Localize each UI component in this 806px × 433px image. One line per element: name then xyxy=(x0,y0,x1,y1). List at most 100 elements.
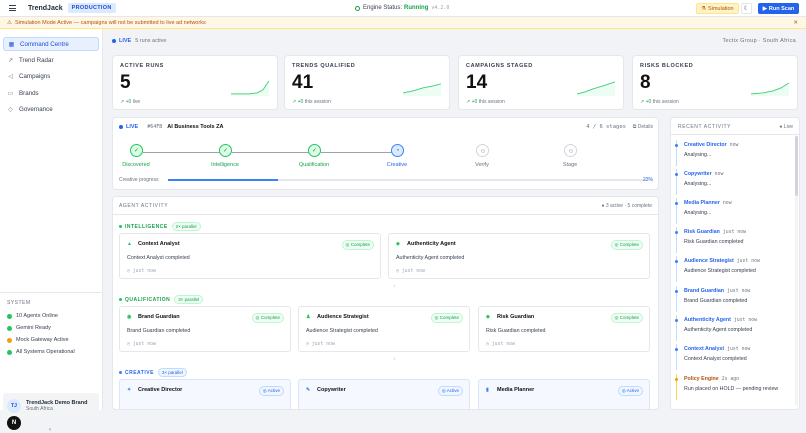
stage-node-stage[interactable] xyxy=(564,144,577,157)
details-link[interactable]: ⧉ Details xyxy=(632,124,653,130)
agent-card-risk-guardian[interactable]: ◆ Risk Guardian ◎ Complete Risk Guardian … xyxy=(478,306,650,352)
agent-card-media-planner[interactable]: ▮ Media Planner ◎ Active xyxy=(478,379,650,409)
pending-icon xyxy=(480,148,485,153)
activity-item[interactable]: Creative Director now Analysing... xyxy=(674,140,794,166)
stage-node-verify[interactable] xyxy=(476,144,489,157)
main-content: LIVE 5 runs active Tectix Group · South … xyxy=(103,29,806,410)
theme-toggle-button[interactable]: ☾ xyxy=(741,3,752,14)
stage-node-intelligence[interactable]: ✓ xyxy=(219,144,232,157)
progress-label: Creative progress xyxy=(119,177,159,183)
agent-time-text: just now xyxy=(401,269,425,274)
check-icon: ✓ xyxy=(222,148,229,154)
stat-delta-suffix: this session xyxy=(652,99,679,105)
activity-dot-icon xyxy=(674,173,678,176)
stat-delta-suffix: live xyxy=(132,99,141,105)
progress-percent: 23% xyxy=(642,177,653,183)
agent-time-text: just now xyxy=(132,342,156,347)
activity-agent: Policy Engine xyxy=(684,376,719,382)
stage-node-creative[interactable]: ◔ xyxy=(391,144,404,157)
sidebar-item-campaigns[interactable]: ◁ Campaigns xyxy=(3,69,99,83)
stage-node-qualification[interactable]: ✓ xyxy=(308,144,321,157)
section-creative: CREATIVE 3× parallel xyxy=(119,368,187,377)
agent-card-creative-director[interactable]: ✦ Creative Director ◎ Active xyxy=(119,379,291,409)
check-icon: ✓ xyxy=(133,148,140,154)
activity-time: just now xyxy=(727,346,751,352)
agent-activity-status-text: 3 active · 5 complete xyxy=(605,203,652,209)
parallel-badge: 3× parallel xyxy=(157,368,187,377)
stat-delta-suffix: this session xyxy=(304,99,331,105)
system-status-text: 10 Agents Online xyxy=(16,313,58,319)
agent-activity-status: ● 3 active · 5 complete xyxy=(601,203,652,209)
stage-connector xyxy=(321,152,395,153)
environment-badge: PRODUCTION xyxy=(67,3,116,13)
status-badge: ◎ Active xyxy=(258,386,284,396)
pen-icon: ✎ xyxy=(306,387,311,393)
activity-text: Run placed on HOLD — pending review xyxy=(684,386,779,392)
system-status-text: Mock Gateway Active xyxy=(16,337,69,343)
moon-icon: ☾ xyxy=(743,6,750,12)
agent-icon: ◉ xyxy=(127,314,132,320)
simulation-button[interactable]: ⚗ Simulation xyxy=(696,3,739,14)
collapse-sidebar-icon[interactable]: ‹ xyxy=(49,427,51,433)
tag-icon: ▭ xyxy=(7,90,14,97)
agent-name: Media Planner xyxy=(497,387,535,393)
section-title: QUALIFICATION xyxy=(125,296,171,303)
agent-card-context-analyst[interactable]: ▲ Context Analyst ◎ Complete Context Anal… xyxy=(119,233,381,279)
activity-item[interactable]: Audience Strategist just now Audience Stra… xyxy=(674,256,794,282)
user-avatar[interactable]: N xyxy=(7,416,21,430)
activity-item[interactable]: Brand Guardian just now Brand Guardian com… xyxy=(674,286,794,312)
stage-label: Verify xyxy=(475,162,489,168)
run-scan-label: Run Scan xyxy=(768,5,795,12)
sidebar-item-label: Brands xyxy=(19,89,39,97)
activity-item[interactable]: Authenticity Agent just now Authenticity A… xyxy=(674,315,794,341)
system-status-item: 10 Agents Online xyxy=(7,313,58,319)
activity-item[interactable]: Context Analyst just now Context Analyst c… xyxy=(674,344,794,370)
agent-card-authenticity-agent[interactable]: ◈ Authenticity Agent ◎ Complete Authentic… xyxy=(388,233,650,279)
agent-summary: Authenticity Agent completed xyxy=(396,255,465,261)
org-label: Tectix Group · South Africa xyxy=(722,38,796,44)
stage-node-discovered[interactable]: ✓ xyxy=(130,144,143,157)
activity-item[interactable]: Copywriter now Analysing... xyxy=(674,169,794,195)
shield-icon: ◇ xyxy=(8,106,13,113)
clock-icon: ◔ xyxy=(395,147,400,154)
agent-card-brand-guardian[interactable]: ◉ Brand Guardian ◎ Complete Brand Guardia… xyxy=(119,306,291,352)
sidebar-item-brands[interactable]: ▭ Brands xyxy=(3,86,99,100)
sidebar-item-label: Governance xyxy=(19,105,53,113)
status-badge-text: Complete xyxy=(619,242,639,247)
activity-item[interactable]: Policy Engine 2s ago Run placed on HOLD — … xyxy=(674,374,794,400)
menu-icon[interactable] xyxy=(9,5,16,11)
agent-name: Audience Strategist xyxy=(317,314,369,320)
stat-delta-value: +0 xyxy=(297,99,304,105)
scrollbar-thumb[interactable] xyxy=(795,136,798,196)
stat-delta: ↗ +0 this session xyxy=(292,99,331,105)
sidebar-item-trend-radar[interactable]: ↗ Trend Radar xyxy=(3,53,99,67)
agent-icon: ✦ xyxy=(127,387,132,393)
recent-live-label: Live xyxy=(783,124,793,130)
stat-delta: ↗ +0 live xyxy=(120,99,141,105)
chart-icon: ▮ xyxy=(486,387,489,393)
details-label: Details xyxy=(637,124,653,130)
sparkline xyxy=(751,82,789,96)
live-dot-icon xyxy=(112,39,116,43)
activity-dot-icon xyxy=(674,231,678,234)
stage-connector xyxy=(232,152,314,153)
agent-activity-heading: AGENT ACTIVITY xyxy=(119,203,169,209)
activity-text: Audience Strategist completed xyxy=(684,268,756,274)
agent-card-audience-strategist[interactable]: ♟ Audience Strategist ◎ Complete Audience… xyxy=(298,306,470,352)
agent-name: Brand Guardian xyxy=(138,314,180,320)
run-scan-button[interactable]: ▶ Run Scan xyxy=(758,3,799,14)
sidebar-item-command-centre[interactable]: ▦ Command Centre xyxy=(3,37,99,51)
live-dot-icon xyxy=(119,125,123,129)
activity-item[interactable]: Media Planner now Analysing... xyxy=(674,198,794,224)
activity-text: Analysing... xyxy=(684,181,712,187)
activity-item[interactable]: Risk Guardian just now Risk Guardian compl… xyxy=(674,227,794,253)
stat-delta-suffix: this session xyxy=(478,99,505,105)
stat-label: ACTIVE RUNS xyxy=(120,63,164,69)
close-icon[interactable]: ✕ xyxy=(793,19,798,26)
scrollbar[interactable] xyxy=(795,136,798,406)
status-badge: ◎ Complete xyxy=(430,313,463,323)
brand-switcher[interactable]: TJ TrendJack Demo Brand South Africa xyxy=(3,393,99,418)
agent-card-copywriter[interactable]: ✎ Copywriter ◎ Active xyxy=(298,379,470,409)
sidebar-item-governance[interactable]: ◇ Governance xyxy=(3,102,99,116)
agent-name: Copywriter xyxy=(317,387,346,393)
